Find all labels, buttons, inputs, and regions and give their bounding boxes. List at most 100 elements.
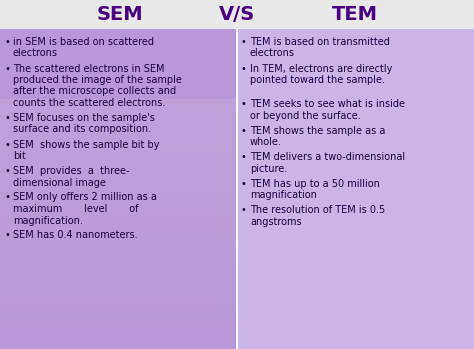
Bar — [0, 136, 237, 139]
Bar — [0, 196, 237, 199]
Text: electrons: electrons — [13, 49, 58, 59]
Bar — [0, 259, 237, 261]
Bar — [0, 282, 237, 284]
Text: •: • — [241, 205, 247, 215]
Bar — [0, 209, 237, 211]
Bar — [0, 269, 237, 272]
Bar — [0, 192, 237, 194]
Bar — [0, 109, 237, 111]
Bar — [0, 297, 237, 299]
Bar — [0, 276, 237, 279]
Bar — [0, 249, 237, 252]
Bar — [0, 102, 237, 104]
Bar — [0, 104, 237, 106]
Bar — [0, 154, 237, 156]
Text: SEM: SEM — [97, 6, 143, 24]
Bar — [237, 0, 474, 349]
Bar — [0, 272, 237, 274]
Bar — [0, 126, 237, 129]
Text: angstroms: angstroms — [250, 217, 301, 227]
Bar — [0, 211, 237, 214]
Text: after the microscope collects and: after the microscope collects and — [13, 87, 176, 97]
Bar — [0, 121, 237, 124]
Bar — [0, 99, 237, 102]
Bar — [0, 171, 237, 174]
Bar — [0, 319, 237, 321]
Bar — [0, 201, 237, 204]
Bar — [0, 106, 237, 109]
Bar — [0, 329, 237, 332]
Text: SEM  shows the sample bit by: SEM shows the sample bit by — [13, 140, 159, 149]
Bar — [0, 156, 237, 159]
Text: SEM focuses on the sample's: SEM focuses on the sample's — [13, 113, 155, 123]
Bar — [0, 347, 237, 349]
Bar — [0, 242, 237, 244]
Text: produced the image of the sample: produced the image of the sample — [13, 75, 182, 85]
Bar — [0, 327, 237, 329]
Text: magnification: magnification — [250, 190, 317, 200]
Bar — [0, 294, 237, 297]
Bar — [0, 314, 237, 317]
Bar — [0, 287, 237, 289]
Bar — [0, 166, 237, 169]
Text: TEM is based on transmitted: TEM is based on transmitted — [250, 37, 390, 47]
Text: •: • — [241, 126, 247, 136]
Bar — [0, 216, 237, 219]
Text: V/S: V/S — [219, 6, 255, 24]
Bar — [0, 306, 237, 309]
Bar — [0, 257, 237, 259]
Bar — [0, 181, 237, 184]
Bar — [0, 164, 237, 166]
Text: •: • — [241, 64, 247, 74]
Text: dimensional image: dimensional image — [13, 178, 106, 187]
Bar — [0, 302, 237, 304]
Text: •: • — [4, 113, 10, 123]
Text: TEM: TEM — [332, 6, 378, 24]
Bar — [0, 219, 237, 222]
Bar — [0, 0, 474, 29]
Bar — [0, 317, 237, 319]
Bar — [0, 254, 237, 257]
Text: •: • — [4, 140, 10, 149]
Bar — [0, 279, 237, 282]
Bar — [0, 174, 237, 177]
Text: •: • — [4, 64, 10, 74]
Bar — [0, 304, 237, 306]
Text: •: • — [241, 179, 247, 189]
Text: •: • — [4, 166, 10, 176]
Bar — [0, 312, 237, 314]
Bar — [0, 159, 237, 162]
Text: TEM delivers a two-dimensional: TEM delivers a two-dimensional — [250, 152, 405, 162]
Bar — [0, 169, 237, 171]
Text: surface and its composition.: surface and its composition. — [13, 125, 151, 134]
Bar — [0, 111, 237, 114]
Bar — [0, 227, 237, 229]
Bar — [0, 179, 237, 181]
Bar — [0, 147, 237, 149]
Text: TEM shows the sample as a: TEM shows the sample as a — [250, 126, 385, 136]
Bar — [0, 264, 237, 267]
Text: whole.: whole. — [250, 137, 282, 147]
Bar — [0, 162, 237, 164]
Bar — [0, 132, 237, 134]
Bar — [0, 129, 237, 132]
Text: maximum       level       of: maximum level of — [13, 204, 138, 214]
Text: The scattered electrons in SEM: The scattered electrons in SEM — [13, 64, 164, 74]
Bar — [0, 194, 237, 196]
Text: •: • — [241, 152, 247, 162]
Bar — [0, 117, 237, 119]
Text: electrons: electrons — [250, 49, 295, 59]
Text: in SEM is based on scattered: in SEM is based on scattered — [13, 37, 154, 47]
Bar — [0, 207, 237, 209]
Bar — [0, 291, 237, 294]
Bar — [0, 274, 237, 276]
Text: SEM  provides  a  three-: SEM provides a three- — [13, 166, 129, 176]
Bar — [0, 339, 237, 342]
Bar — [0, 284, 237, 287]
Text: The resolution of TEM is 0.5: The resolution of TEM is 0.5 — [250, 205, 385, 215]
Text: TEM has up to a 50 million: TEM has up to a 50 million — [250, 179, 380, 189]
Bar — [0, 0, 237, 349]
Bar — [0, 184, 237, 186]
Bar — [0, 134, 237, 136]
Text: TEM seeks to see what is inside: TEM seeks to see what is inside — [250, 99, 405, 109]
